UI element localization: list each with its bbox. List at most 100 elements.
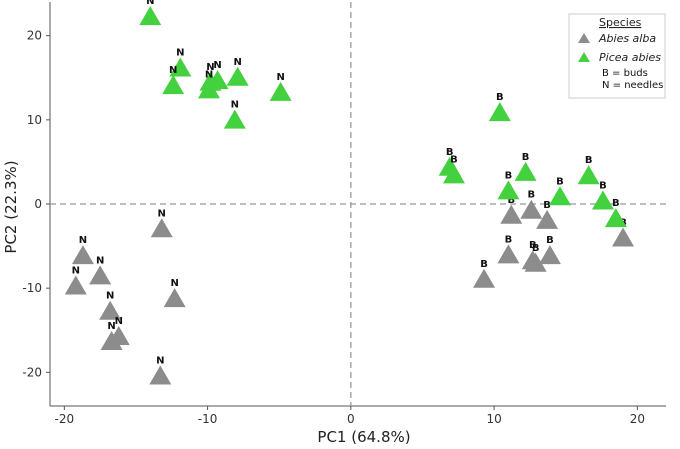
triangle-marker [520, 199, 543, 219]
triangle-marker [488, 102, 511, 122]
x-tick-label: -10 [198, 412, 218, 426]
triangle-marker [163, 288, 186, 308]
point-label: N [176, 47, 184, 58]
point-label: B [528, 190, 536, 201]
point-label: N [276, 72, 284, 83]
data-point-abies-alba: N [64, 265, 87, 295]
y-tick-label: 0 [34, 197, 42, 211]
data-point-abies-alba: B [500, 195, 523, 224]
triangle-marker [89, 265, 112, 285]
triangle-marker [169, 57, 192, 77]
point-label: B [505, 234, 513, 245]
triangle-marker [577, 165, 600, 185]
point-label: N [206, 62, 214, 73]
data-point-picea-abies: B [442, 154, 465, 184]
data-point-picea-abies: B [604, 198, 627, 228]
data-point-picea-abies: N [162, 65, 185, 95]
y-tick-label: -10 [22, 281, 42, 295]
triangle-marker [514, 161, 537, 181]
triangle-marker [223, 109, 246, 129]
point-label: N [158, 208, 166, 219]
data-point-picea-abies: B [497, 170, 520, 200]
point-label: B [507, 195, 515, 206]
point-label: B [529, 240, 537, 251]
legend-label-picea-abies: Picea abies [599, 51, 661, 64]
data-point-abies-alba: B [536, 200, 559, 229]
data-point-abies-alba: B [538, 235, 561, 265]
data-point-abies-alba: N [149, 356, 172, 385]
data-points: NNNNNNNNNBBBBBBBBBNNNNNNNNNBBBBBBBBB [64, 0, 635, 385]
triangle-marker [162, 75, 185, 95]
point-label: B [612, 198, 620, 209]
x-tick-label: -20 [55, 412, 75, 426]
y-tick-label: 20 [27, 29, 42, 43]
point-label: N [115, 316, 123, 327]
data-point-abies-alba: N [99, 291, 122, 320]
point-label: N [213, 60, 221, 71]
y-tick-label: 10 [27, 113, 42, 127]
point-label: B [532, 243, 540, 254]
triangle-marker [500, 204, 523, 224]
point-label: N [96, 255, 104, 266]
point-label: N [106, 291, 114, 302]
point-label: N [72, 265, 80, 276]
data-point-picea-abies: N [226, 57, 249, 86]
point-label: B [505, 170, 513, 181]
data-point-abies-alba: N [163, 278, 186, 308]
data-point-abies-alba: B [473, 259, 496, 288]
data-point-picea-abies: N [206, 60, 229, 90]
point-label: N [233, 57, 241, 68]
point-label: N [205, 69, 213, 80]
triangle-marker [612, 227, 635, 247]
point-label: B [546, 235, 554, 246]
triangle-marker [150, 218, 173, 238]
x-ticks: -20 -10 0 10 20 [55, 406, 645, 426]
data-point-abies-alba: B [520, 190, 543, 219]
data-point-picea-abies: N [198, 69, 221, 99]
data-point-abies-alba: N [89, 255, 112, 285]
triangle-marker [442, 164, 465, 184]
y-axis-label: PC2 (22.3%) [2, 160, 20, 253]
point-label: N [107, 321, 115, 332]
point-label: N [170, 278, 178, 289]
triangle-marker [497, 244, 520, 264]
x-tick-label: 20 [630, 412, 645, 426]
triangle-marker [536, 209, 559, 229]
data-point-picea-abies: N [139, 0, 162, 26]
triangle-marker [269, 81, 292, 101]
triangle-marker [149, 365, 172, 385]
y-tick-label: -20 [22, 365, 42, 379]
triangle-marker [99, 300, 122, 320]
data-point-picea-abies: B [591, 180, 614, 210]
legend-title: Species [599, 16, 642, 29]
data-point-picea-abies: B [514, 152, 537, 181]
data-point-picea-abies: N [269, 72, 292, 101]
data-point-picea-abies: N [223, 100, 246, 129]
triangle-marker [64, 275, 87, 295]
triangle-marker [206, 70, 229, 90]
point-label: N [79, 235, 87, 246]
x-tick-label: 0 [347, 412, 355, 426]
data-point-abies-alba: B [524, 243, 547, 272]
data-point-picea-abies: B [577, 155, 600, 185]
data-point-picea-abies: B [488, 92, 511, 122]
legend-note-needles: N = needles [602, 80, 663, 91]
data-point-abies-alba: N [71, 235, 94, 265]
data-point-abies-alba: N [150, 208, 173, 238]
triangle-marker [604, 208, 627, 228]
data-point-picea-abies: B [548, 176, 571, 206]
legend: Species Abies alba Picea abies B = buds … [568, 13, 666, 99]
triangle-marker [538, 245, 561, 265]
triangle-marker [100, 331, 123, 351]
legend-marker-abies-alba [578, 33, 590, 43]
x-axis-label: PC1 (64.8%) [317, 428, 410, 446]
triangle-marker [524, 252, 547, 272]
point-label: B [522, 152, 530, 163]
point-label: B [480, 259, 488, 270]
triangle-marker [548, 186, 571, 206]
triangle-marker [473, 268, 496, 288]
point-label: N [156, 356, 164, 367]
point-label: B [556, 176, 564, 187]
data-point-abies-alba: B [497, 234, 520, 264]
legend-marker-picea-abies [578, 52, 590, 62]
